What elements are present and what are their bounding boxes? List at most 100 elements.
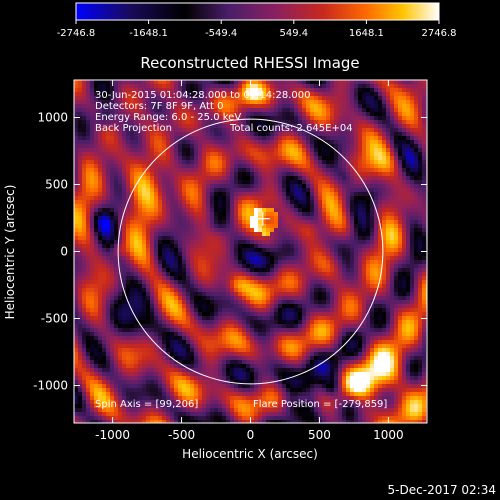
- heatmap-cell: [230, 124, 234, 128]
- heatmap-cell: [318, 256, 322, 260]
- heatmap-cell: [374, 288, 378, 292]
- heatmap-cell: [398, 244, 402, 248]
- heatmap-cell: [378, 116, 382, 120]
- heatmap-cell: [190, 116, 194, 120]
- heatmap-cell: [370, 148, 374, 152]
- heatmap-cell: [306, 176, 310, 180]
- heatmap-cell: [410, 96, 414, 100]
- heatmap-cell: [74, 112, 78, 116]
- heatmap-cell: [330, 272, 334, 276]
- heatmap-cell: [374, 280, 378, 284]
- heatmap-cell: [318, 296, 322, 300]
- heatmap-cell: [310, 296, 314, 300]
- heatmap-cell: [98, 260, 102, 264]
- heatmap-cell: [226, 140, 230, 144]
- heatmap-cell: [310, 248, 314, 252]
- heatmap-cell: [190, 264, 194, 268]
- heatmap-cell: [386, 288, 390, 292]
- heatmap-cell: [406, 292, 410, 296]
- heatmap-cell: [102, 228, 106, 232]
- heatmap-cell: [306, 140, 310, 144]
- heatmap-cell: [246, 88, 250, 92]
- heatmap-cell: [350, 264, 354, 268]
- heatmap-cell: [250, 132, 254, 136]
- heatmap-cell: [142, 236, 146, 240]
- heatmap-cell: [342, 200, 346, 204]
- heatmap-cell: [286, 276, 290, 280]
- heatmap-cell: [134, 88, 138, 92]
- heatmap-cell: [130, 224, 134, 228]
- heatmap-cell: [82, 216, 86, 220]
- heatmap-cell: [162, 236, 166, 240]
- heatmap-cell: [282, 276, 286, 280]
- heatmap-cell: [222, 252, 226, 256]
- heatmap-cell: [410, 112, 414, 116]
- heatmap-cell: [218, 100, 222, 104]
- heatmap-cell: [374, 192, 378, 196]
- heatmap-cell: [234, 80, 238, 84]
- heatmap-cell: [350, 216, 354, 220]
- heatmap-cell: [330, 296, 334, 300]
- heatmap-cell: [82, 264, 86, 268]
- heatmap-cell: [114, 148, 118, 152]
- heatmap-cell: [350, 192, 354, 196]
- heatmap-cell: [418, 296, 422, 300]
- heatmap-cell: [190, 236, 194, 240]
- heatmap-cell: [114, 152, 118, 156]
- heatmap-cell: [274, 244, 278, 248]
- heatmap-cell: [186, 224, 190, 228]
- heatmap-cell: [310, 252, 314, 256]
- heatmap-cell: [278, 272, 282, 276]
- heatmap-cell: [206, 212, 210, 216]
- heatmap-cell: [210, 176, 214, 180]
- heatmap-cell: [154, 220, 158, 224]
- heatmap-cell: [422, 88, 426, 92]
- heatmap-cell: [230, 204, 234, 208]
- heatmap-cell: [410, 92, 414, 96]
- heatmap-cell: [174, 96, 178, 100]
- heatmap-cell: [158, 140, 162, 144]
- heatmap-cell: [174, 136, 178, 140]
- heatmap-cell: [238, 240, 242, 244]
- heatmap-cell: [102, 208, 106, 212]
- heatmap-cell: [270, 296, 274, 300]
- heatmap-cell: [334, 276, 338, 280]
- heatmap-cell: [262, 232, 266, 236]
- heatmap-cell: [134, 148, 138, 152]
- heatmap-cell: [366, 184, 370, 188]
- heatmap-cell: [362, 228, 366, 232]
- heatmap-cell: [358, 232, 362, 236]
- heatmap-cell: [230, 280, 234, 284]
- heatmap-cell: [194, 208, 198, 212]
- heatmap-cell: [338, 272, 342, 276]
- heatmap-cell: [422, 224, 426, 228]
- heatmap-cell: [294, 184, 298, 188]
- heatmap-cell: [418, 112, 422, 116]
- heatmap-cell: [230, 248, 234, 252]
- heatmap-cell: [298, 104, 302, 108]
- heatmap-cell: [346, 264, 350, 268]
- heatmap-cell: [102, 256, 106, 260]
- heatmap-cell: [138, 252, 142, 256]
- heatmap-cell: [170, 160, 174, 164]
- heatmap-cell: [186, 212, 190, 216]
- heatmap-cell: [246, 240, 250, 244]
- heatmap-cell: [154, 80, 158, 84]
- heatmap-cell: [242, 180, 246, 184]
- heatmap-cell: [198, 240, 202, 244]
- heatmap-cell: [166, 144, 170, 148]
- heatmap-cell: [314, 260, 318, 264]
- heatmap-cell: [358, 196, 362, 200]
- heatmap-cell: [302, 268, 306, 272]
- heatmap-cell: [122, 272, 126, 276]
- heatmap-cell: [126, 80, 130, 84]
- heatmap-cell: [298, 180, 302, 184]
- heatmap-cell: [158, 228, 162, 232]
- heatmap-cell: [306, 264, 310, 268]
- heatmap-cell: [146, 212, 150, 216]
- heatmap-cell: [354, 128, 358, 132]
- heatmap-cell: [158, 264, 162, 268]
- heatmap-cell: [358, 140, 362, 144]
- heatmap-cell: [222, 280, 226, 284]
- heatmap-cell: [242, 196, 246, 200]
